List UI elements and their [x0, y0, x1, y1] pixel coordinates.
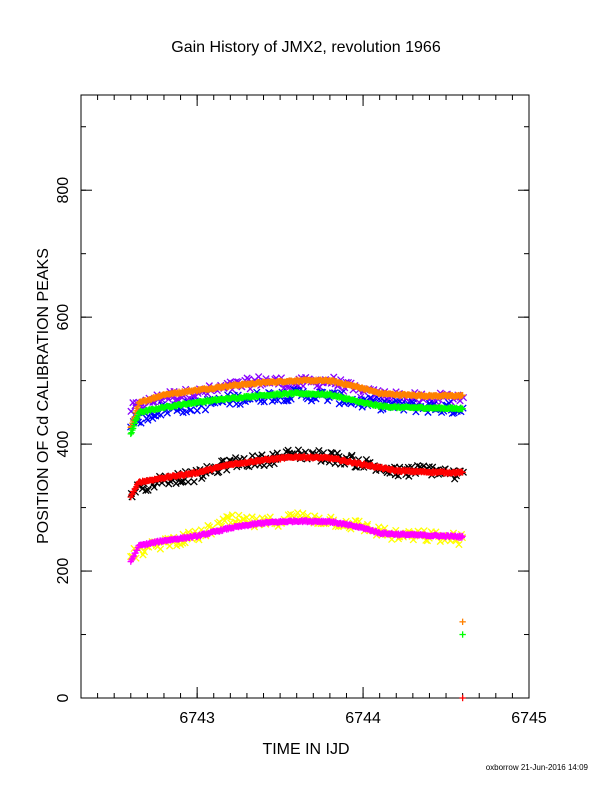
data-point	[299, 509, 307, 518]
data-point	[223, 513, 231, 521]
data-point	[156, 545, 165, 553]
data-point	[182, 408, 191, 416]
data-point	[184, 478, 192, 486]
data-point	[248, 513, 256, 521]
y-tick-label: 0	[55, 693, 72, 702]
data-point	[166, 542, 174, 550]
data-point	[150, 412, 158, 420]
data-point	[133, 547, 141, 554]
data-point	[172, 479, 180, 488]
data-point	[181, 538, 189, 547]
data-point	[255, 373, 263, 381]
data-point	[138, 485, 147, 493]
data-point	[144, 416, 152, 424]
x-tick-label: 6743	[179, 710, 215, 727]
data-point	[201, 406, 210, 414]
extra-data-point	[459, 694, 466, 702]
data-point	[260, 398, 268, 406]
data-point	[285, 383, 293, 392]
data-point	[142, 486, 150, 495]
x-axis-label: TIME IN IJD	[262, 741, 349, 758]
data-point	[134, 403, 142, 410]
y-tick-label: 200	[55, 558, 72, 585]
data-point	[129, 553, 137, 561]
data-point	[459, 391, 466, 399]
y-axis-label: POSITION OF Cd CALIBRATION PEAKS	[35, 248, 52, 544]
data-point	[348, 451, 356, 460]
data-point	[187, 406, 195, 414]
extra-data-point	[459, 631, 466, 638]
y-tick-label: 800	[55, 177, 72, 204]
extra-data-point	[459, 618, 466, 626]
data-point	[231, 454, 240, 462]
data-point	[459, 533, 466, 540]
y-tick-label: 600	[55, 304, 72, 331]
series-4	[127, 389, 466, 438]
data-point	[315, 446, 323, 455]
extra-points	[459, 618, 466, 702]
data-point	[299, 382, 307, 390]
x-tick-label: 6744	[345, 710, 381, 727]
plot-area	[80, 94, 530, 699]
data-point	[224, 513, 233, 521]
data-point	[190, 478, 198, 486]
footer-stamp: oxborrow 21-Jun-2016 14:09	[486, 763, 589, 772]
series-8	[127, 516, 466, 565]
data-point	[459, 405, 466, 412]
chart-title: Gain History of JMX2, revolution 1966	[171, 39, 441, 56]
data-point	[455, 540, 463, 549]
data-point	[458, 534, 466, 541]
data-point	[177, 477, 185, 486]
data-point	[228, 511, 236, 519]
data-series	[127, 373, 468, 565]
data-point	[137, 419, 145, 427]
data-point	[144, 486, 152, 494]
x-tick-label: 6745	[511, 710, 547, 727]
y-tick-label: 400	[55, 431, 72, 458]
series-6	[127, 452, 466, 501]
data-point	[459, 469, 466, 476]
data-point	[163, 409, 171, 417]
series-3	[127, 376, 466, 431]
axis-ticks: 6743 6744 6745 0 200 400 600 800	[55, 95, 547, 727]
data-point	[127, 430, 134, 438]
data-point	[150, 483, 158, 491]
